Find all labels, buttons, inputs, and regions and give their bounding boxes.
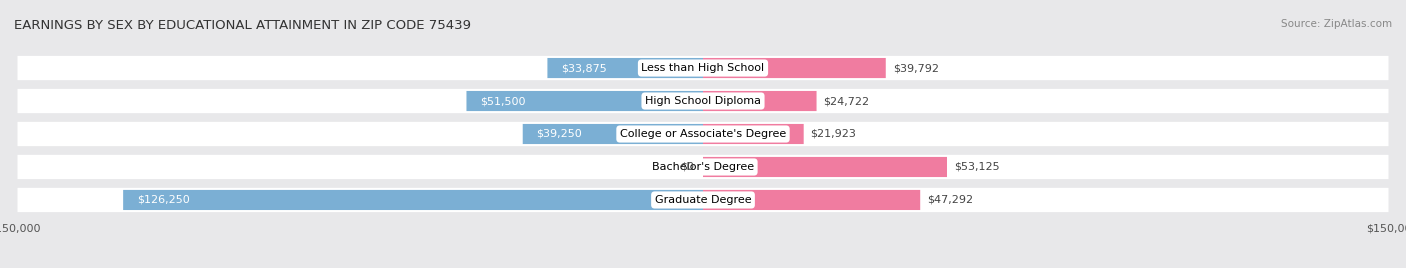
FancyBboxPatch shape (467, 91, 703, 111)
FancyBboxPatch shape (703, 58, 886, 78)
Text: Less than High School: Less than High School (641, 63, 765, 73)
FancyBboxPatch shape (17, 89, 1389, 113)
FancyBboxPatch shape (703, 157, 948, 177)
Text: $39,792: $39,792 (893, 63, 939, 73)
Text: EARNINGS BY SEX BY EDUCATIONAL ATTAINMENT IN ZIP CODE 75439: EARNINGS BY SEX BY EDUCATIONAL ATTAINMEN… (14, 19, 471, 32)
FancyBboxPatch shape (17, 122, 1389, 146)
Text: Graduate Degree: Graduate Degree (655, 195, 751, 205)
Text: Bachelor's Degree: Bachelor's Degree (652, 162, 754, 172)
FancyBboxPatch shape (703, 91, 817, 111)
Text: $33,875: $33,875 (561, 63, 607, 73)
Text: $53,125: $53,125 (953, 162, 1000, 172)
Text: High School Diploma: High School Diploma (645, 96, 761, 106)
Text: College or Associate's Degree: College or Associate's Degree (620, 129, 786, 139)
FancyBboxPatch shape (17, 155, 1389, 179)
Text: $39,250: $39,250 (537, 129, 582, 139)
Text: $24,722: $24,722 (824, 96, 869, 106)
Text: Source: ZipAtlas.com: Source: ZipAtlas.com (1281, 19, 1392, 29)
FancyBboxPatch shape (703, 124, 804, 144)
FancyBboxPatch shape (124, 190, 703, 210)
FancyBboxPatch shape (17, 56, 1389, 80)
Text: $47,292: $47,292 (927, 195, 973, 205)
FancyBboxPatch shape (523, 124, 703, 144)
Text: $0: $0 (681, 162, 693, 172)
Text: $51,500: $51,500 (481, 96, 526, 106)
FancyBboxPatch shape (547, 58, 703, 78)
Text: $126,250: $126,250 (136, 195, 190, 205)
FancyBboxPatch shape (703, 190, 920, 210)
FancyBboxPatch shape (17, 188, 1389, 212)
Text: $21,923: $21,923 (811, 129, 856, 139)
